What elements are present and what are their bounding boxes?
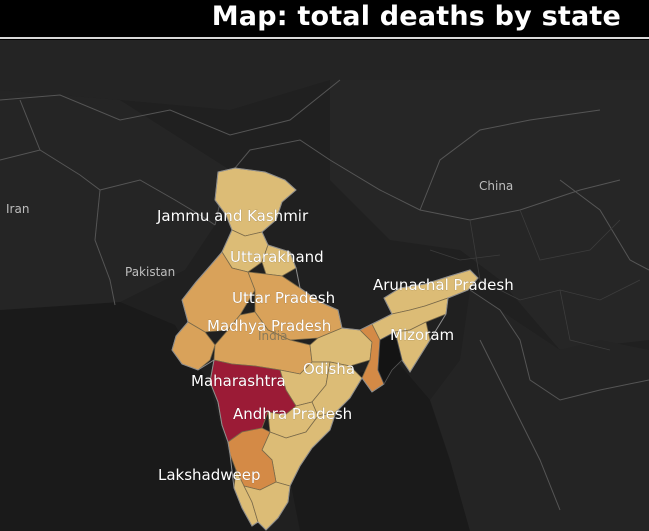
state-label-andhra-pradesh: Andhra Pradesh: [233, 405, 352, 423]
choropleth-map[interactable]: Iran Pakistan India China Jammu and Kashmir…: [0, 40, 649, 531]
bangladesh: [377, 331, 403, 385]
state-karnataka[interactable]: [227, 427, 277, 491]
country-borders: [0, 79, 649, 511]
state-label-madhya-pradesh: Madhya Pradesh: [207, 317, 331, 335]
page-title: Map: total deaths by state: [211, 1, 621, 32]
title-divider: [0, 37, 649, 39]
india-states: [171, 167, 479, 531]
country-label-india: India: [258, 329, 287, 343]
country-label-china: China: [479, 179, 513, 193]
state-label-uttarakhand: Uttarakhand: [230, 248, 324, 266]
state-labels: Jammu and Kashmir Uttarakhand Uttar Prades…: [156, 207, 514, 485]
country-label-iran: Iran: [6, 202, 29, 216]
arabian-sea: [0, 302, 265, 531]
country-labels: Iran Pakistan India China: [6, 179, 513, 343]
state-label-lakshadweep: Lakshadweep: [158, 466, 261, 484]
state-label-mizoram: Mizoram: [390, 326, 454, 344]
state-label-arunachal-pradesh: Arunachal Pradesh: [373, 276, 514, 294]
state-label-jammu-and-kashmir: Jammu and Kashmir: [156, 207, 309, 225]
iran-pakistan-land: [0, 90, 230, 310]
province-borders: [429, 209, 641, 351]
country-label-pakistan: Pakistan: [125, 265, 175, 279]
north-land: [0, 40, 649, 110]
state-label-maharashtra: Maharashtra: [191, 372, 286, 390]
map-canvas[interactable]: Iran Pakistan India China Jammu and Kashmir…: [0, 40, 649, 531]
title-bar: Map: total deaths by state: [0, 0, 649, 39]
state-label-uttar-pradesh: Uttar Pradesh: [232, 289, 335, 307]
china-land: [330, 80, 649, 350]
state-label-odisha: Odisha: [303, 360, 355, 378]
